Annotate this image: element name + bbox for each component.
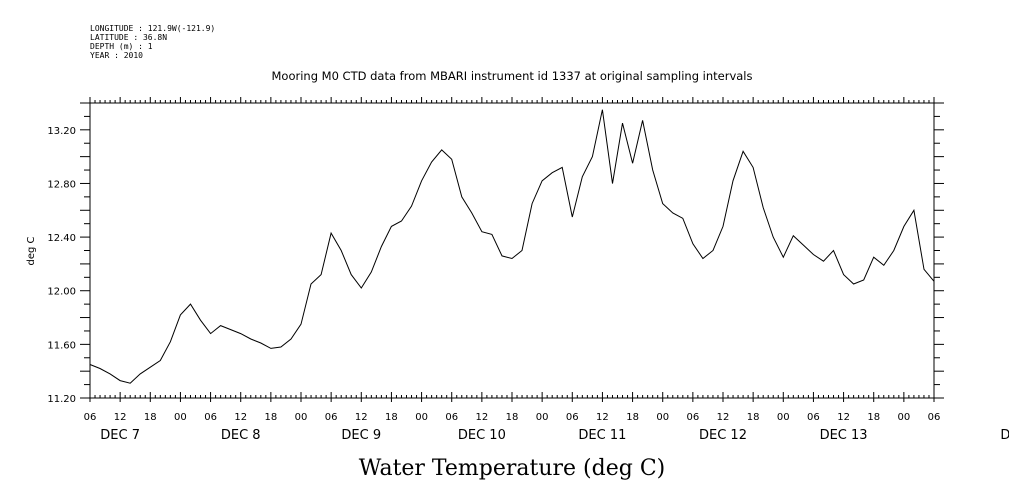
depth-label: DEPTH (m) : 1 [90,42,153,51]
x-tick-label: 12 [475,412,488,423]
x-tick-label: 06 [807,412,820,423]
x-tick-label: 12 [837,412,850,423]
x-tick-label: 18 [626,412,639,423]
y-tick-labels: 11.20 11.60 12.00 12.40 12.80 13.20 [47,126,76,405]
x-tick-label: 12 [114,412,127,423]
y-tick-label: 12.80 [47,179,76,190]
metadata-block: LONGITUDE : 121.9W(-121.9) LATITUDE : 36… [90,24,215,60]
x-tick-label: 06 [325,412,338,423]
plot-frame [89,102,935,399]
x-tick-label: 00 [777,412,790,423]
x-tick-label: 18 [867,412,880,423]
x-axis-label: Water Temperature (deg C) [359,456,666,481]
y-tick-label: 12.00 [47,287,76,298]
x-tick-label: 12 [596,412,609,423]
day-label: DEC 10 [458,428,506,443]
day-label: DEC 11 [578,428,626,443]
longitude-label: LONGITUDE : 121.9W(-121.9) [90,24,215,33]
x-tick-labels: 06 12 18 00 06 12 18 00 06 12 18 00 06 12 18 00 06 12 18 00… [84,412,941,423]
x-tick-label: 06 [686,412,699,423]
day-label: DEC 13 [820,428,868,443]
day-label: DEC 8 [221,428,261,443]
latitude-label: LATITUDE : 36.8N [90,33,167,42]
y-axis-label: deg C [26,236,37,265]
x-tick-label: 06 [204,412,217,423]
day-label: DEC 14 [1000,428,1009,443]
day-label: DEC 9 [341,428,381,443]
x-tick-label: 18 [506,412,519,423]
x-tick-label: 06 [84,412,97,423]
x-tick-label: 00 [897,412,910,423]
x-tick-label: 18 [264,412,277,423]
year-label: YEAR : 2010 [90,51,143,60]
x-tick-label: 00 [656,412,669,423]
x-tick-label: 18 [747,412,760,423]
y-tick-label: 12.40 [47,233,76,244]
x-tick-label: 00 [295,412,308,423]
x-tick-label: 06 [566,412,579,423]
x-tick-label: 00 [174,412,187,423]
x-tick-label: 00 [415,412,428,423]
day-label: DEC 7 [100,428,140,443]
x-tick-label: 18 [144,412,157,423]
y-tick-label: 13.20 [47,126,76,137]
day-label: DEC 12 [699,428,747,443]
x-tick-label: 12 [355,412,368,423]
series-line [89,109,935,384]
chart-title: Mooring M0 CTD data from MBARI instrumen… [272,69,753,83]
x-tick-label: 12 [717,412,730,423]
x-tick-label: 00 [536,412,549,423]
y-tick-label: 11.60 [47,340,76,351]
day-labels: DEC 7 DEC 8 DEC 9 DEC 10 DEC 11 DEC 12 DEC 13 D… [100,428,1009,443]
x-tick-label: 06 [928,412,941,423]
x-tick-label: 06 [445,412,458,423]
tick-marks [80,97,944,402]
y-tick-label: 11.20 [47,394,76,405]
x-tick-label: 12 [234,412,247,423]
x-tick-label: 18 [385,412,398,423]
